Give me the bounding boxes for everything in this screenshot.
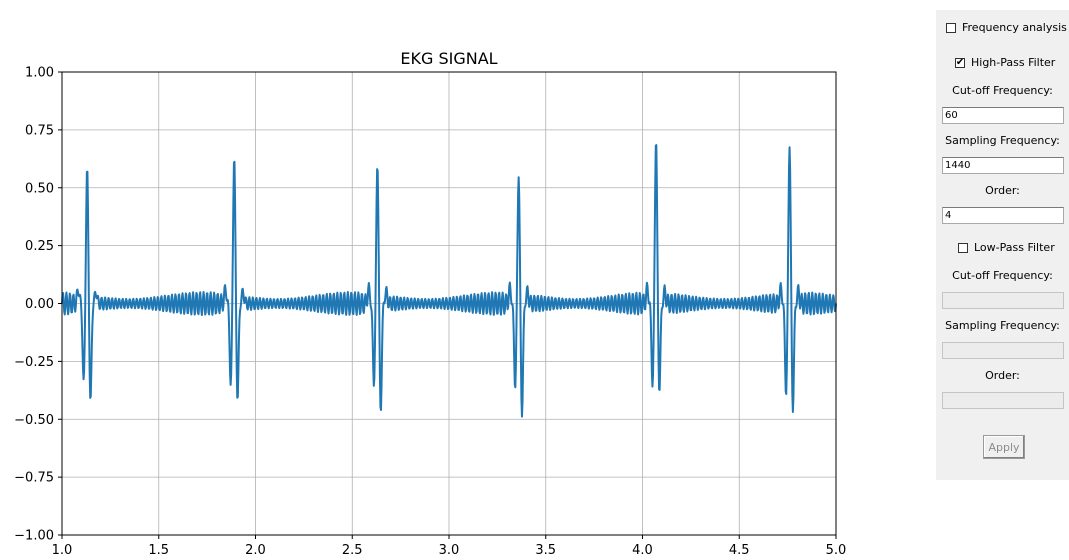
- y-tick-label: 0.00: [25, 297, 54, 312]
- y-tick-label: −0.50: [14, 413, 54, 428]
- y-tick-label: 1.00: [25, 66, 54, 81]
- x-tick-label: 3.5: [535, 543, 556, 558]
- low-pass-label: Low-Pass Filter: [974, 241, 1055, 254]
- x-tick-label: 2.5: [342, 543, 363, 558]
- low-pass-checkbox[interactable]: [958, 242, 968, 253]
- frequency-analysis-label: Frequency analysis: [962, 21, 1067, 34]
- high-pass-order-input[interactable]: [942, 207, 1064, 224]
- y-tick-label: −0.25: [14, 355, 54, 370]
- high-pass-order-label: Order:: [985, 184, 1020, 197]
- plot-area: 1.0 1.5 2.0 2.5 3.0 3.5 4.0 4.5 5.0 1.00 0.75 0.50 0…: [14, 49, 846, 559]
- x-tick-label: 2.0: [245, 543, 266, 558]
- y-tick-label: 0.50: [25, 181, 54, 196]
- low-pass-sampling-input[interactable]: [942, 342, 1064, 359]
- low-pass-order-label: Order:: [985, 369, 1020, 382]
- x-tick-label: 5.0: [826, 543, 847, 558]
- apply-button[interactable]: Apply: [983, 435, 1025, 459]
- frequency-analysis-toggle[interactable]: Frequency analysis: [946, 21, 1067, 34]
- low-pass-sampling-label: Sampling Frequency:: [945, 319, 1060, 332]
- filter-panel: Frequency analysis ✔ High-Pass Filter Cu…: [936, 10, 1069, 480]
- high-pass-cutoff-input[interactable]: [942, 107, 1064, 124]
- high-pass-sampling-input[interactable]: [942, 157, 1064, 174]
- high-pass-checkbox[interactable]: ✔: [955, 56, 965, 68]
- y-tick-label: −0.75: [14, 471, 54, 486]
- low-pass-cutoff-input[interactable]: [942, 292, 1064, 309]
- high-pass-cutoff-label: Cut-off Frequency:: [952, 84, 1053, 97]
- x-tick-label: 1.0: [52, 543, 73, 558]
- series-layer: [61, 144, 837, 418]
- x-tick-label: 1.5: [148, 543, 169, 558]
- low-pass-cutoff-label: Cut-off Frequency:: [952, 269, 1053, 282]
- ekg-chart: 1.0 1.5 2.0 2.5 3.0 3.5 4.0 4.5 5.0 1.00 0.75 0.50 0…: [14, 49, 846, 559]
- x-tick-label: 4.0: [632, 543, 653, 558]
- high-pass-label: High-Pass Filter: [971, 56, 1056, 69]
- ekg-signal-line: [61, 144, 837, 418]
- ticks: 1.0 1.5 2.0 2.5 3.0 3.5 4.0 4.5 5.0 1.00 0.75 0.50 0…: [14, 66, 846, 559]
- low-pass-order-input[interactable]: [942, 392, 1064, 409]
- y-tick-label: −1.00: [14, 529, 54, 544]
- y-tick-label: 0.25: [25, 239, 54, 254]
- y-tick-label: 0.75: [25, 123, 54, 138]
- high-pass-sampling-label: Sampling Frequency:: [945, 134, 1060, 147]
- x-tick-label: 3.0: [439, 543, 460, 558]
- x-tick-label: 4.5: [729, 543, 750, 558]
- chart-title: EKG SIGNAL: [400, 49, 497, 68]
- low-pass-toggle[interactable]: Low-Pass Filter: [958, 241, 1055, 254]
- high-pass-toggle[interactable]: ✔ High-Pass Filter: [955, 56, 1055, 69]
- frequency-analysis-checkbox[interactable]: [946, 22, 956, 33]
